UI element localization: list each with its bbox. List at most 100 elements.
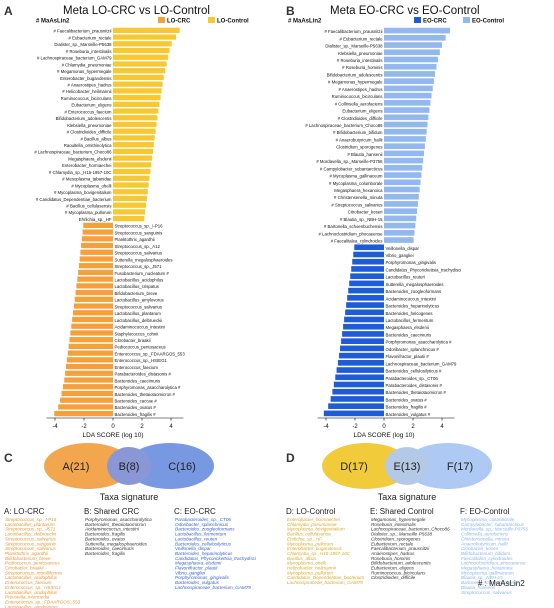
group-item: Anaerostipes_hadrus <box>370 551 415 556</box>
bar <box>113 209 146 215</box>
bar <box>347 295 384 301</box>
bar-label: # Chlamydia_sp._H15-1957-10C <box>49 170 112 175</box>
bar-label: Dialister_sp._Marseille-P5638 <box>54 42 112 47</box>
bar <box>113 135 155 141</box>
bar-label: Lactobacillus_delbrueckii <box>115 318 163 323</box>
group-item: Flavonifractor_plautii <box>175 566 218 571</box>
bar <box>384 201 418 207</box>
bar-label: # Clostridioides_difficile <box>67 130 112 135</box>
bar-label: Porphyromonas_gingivalis <box>386 260 436 265</box>
panel-letter: B <box>286 4 295 18</box>
bar <box>344 316 384 323</box>
bar-label: # Bartonella_schoenbuchensis <box>324 224 383 229</box>
bar-label: # Faecalitalea_cylindroides <box>331 239 383 244</box>
group-item: Porphyromonas_asaccharolytica <box>85 517 152 522</box>
taxa-signature-title: Taxa signature <box>100 492 159 502</box>
bar <box>113 148 154 155</box>
group-item: Lactobacillus_amylovorus <box>5 604 58 608</box>
bar-label: Parabacteroides_sp._CT06 <box>386 376 439 381</box>
bar-label: Streptococcus_sp._A12 <box>115 244 161 249</box>
bar <box>113 81 163 87</box>
bar <box>340 345 384 352</box>
group-item: Faecalibacterium_prausnitzii <box>371 546 430 551</box>
bar-label: Odoribacter_splanchnicus # <box>386 347 440 352</box>
group-item: Streptococcus_salivarius <box>5 546 57 551</box>
group-item: Citrobacter_koseri <box>461 546 499 551</box>
bar-label: Streptococcus_sp._J571 <box>115 264 163 269</box>
bar <box>75 289 113 296</box>
group-header: F: EO-Control <box>460 507 510 516</box>
bar-label: # Roseburia_intestinalis <box>337 58 383 63</box>
bar <box>113 195 147 202</box>
bar <box>384 49 440 56</box>
bar-label: # Bacillus_cellulasensis <box>66 204 111 209</box>
legend-label: LO-CRC <box>167 18 191 24</box>
group-item: Eubacterium_eligens <box>371 566 415 571</box>
bar <box>113 202 147 208</box>
bar <box>81 242 113 249</box>
bar <box>113 41 172 47</box>
bar-label: Bacteroides_heparinolyticus <box>386 304 440 309</box>
group-item: Lachnospiraceae_bacterium_GAM79 <box>287 580 363 585</box>
bar <box>78 263 113 269</box>
bar <box>113 155 153 161</box>
legend-swatch <box>208 17 215 23</box>
bar-label: # Faecalibacterium_prausnitzii <box>324 29 382 34</box>
bar <box>113 142 154 148</box>
bar-label: # Christensenella_minuta <box>334 195 383 200</box>
bar-label: # Chlamydia_pneumoniae <box>62 62 113 67</box>
bar-label: # Helicobacter_heilmannii <box>62 89 111 94</box>
group-header: B: Shared CRC <box>84 507 139 516</box>
group-item: Bacillus_cellulasensis <box>287 532 332 537</box>
bar-label: Ruminococcus_bicirculans <box>61 96 112 101</box>
bar <box>352 258 384 265</box>
group-item: Ehrlichia_sp._HF <box>287 536 323 541</box>
bar <box>72 310 113 316</box>
bar <box>113 168 151 175</box>
bar <box>73 303 113 309</box>
bar <box>113 88 162 94</box>
group-item: Christensenella_minuta <box>461 536 509 541</box>
venn-overlap <box>107 447 151 485</box>
bar-label: Bacteroides_fragilis # <box>386 405 428 410</box>
bar-label: # Bifidobacterium_bifidum <box>333 130 383 135</box>
bar <box>64 377 113 383</box>
bar <box>350 273 384 279</box>
bar-label: # Blautia_hansenii <box>347 152 382 157</box>
bar-label: Streptococcus_salivarius <box>115 251 163 256</box>
venn-label-mid: E(13) <box>394 461 421 473</box>
footnote-maaslin: # : MaAsLin2 <box>478 579 525 588</box>
x-tick-label: -4 <box>52 424 58 430</box>
group-header: C: EO-CRC <box>174 507 216 516</box>
bar-label: # Clostridioides_difficile <box>338 116 383 121</box>
group-item: Roseburia_hominis <box>371 556 411 561</box>
x-tick-label: 2 <box>411 424 415 430</box>
bar-label: Raoultella_ornithinolytica <box>64 143 112 148</box>
group-item: Acidaminococcus_intestini <box>84 527 140 532</box>
bar <box>68 343 113 350</box>
bar <box>384 27 450 34</box>
bar <box>384 42 442 48</box>
bar <box>72 316 113 323</box>
bar-label: Pediococcus_pentosaceus <box>115 345 166 350</box>
bar <box>384 193 419 200</box>
x-tick-label: -2 <box>352 424 358 430</box>
bar-label: Enterococcus_sp._FDAARGOS_553 <box>115 351 186 356</box>
group-header: E: Shared Control <box>370 507 434 516</box>
group-item: Lactobacillus_acidophilus <box>5 575 58 580</box>
maaslin-tag: # MaAsLin2 <box>288 18 322 24</box>
bar <box>113 121 157 128</box>
panel-letter: D <box>286 451 295 465</box>
bar-label: Parabacteroides_distasonis # <box>386 383 443 388</box>
group-item: Bacteroides_zoogleoformans <box>175 527 235 532</box>
bar-label: # Mycoplasma_gallinaceum <box>329 174 382 179</box>
bar <box>353 251 384 258</box>
bar <box>62 384 113 390</box>
bar-label: Lactobacillus_amylovorus <box>115 298 164 303</box>
venn-label-left: A(21) <box>63 461 90 473</box>
bar <box>66 363 113 370</box>
group-item: Lachnospiraceae_bacterium_GAM79 <box>175 585 251 590</box>
bar-label: Enterococcus_sp._HSIEG1 <box>115 358 168 363</box>
